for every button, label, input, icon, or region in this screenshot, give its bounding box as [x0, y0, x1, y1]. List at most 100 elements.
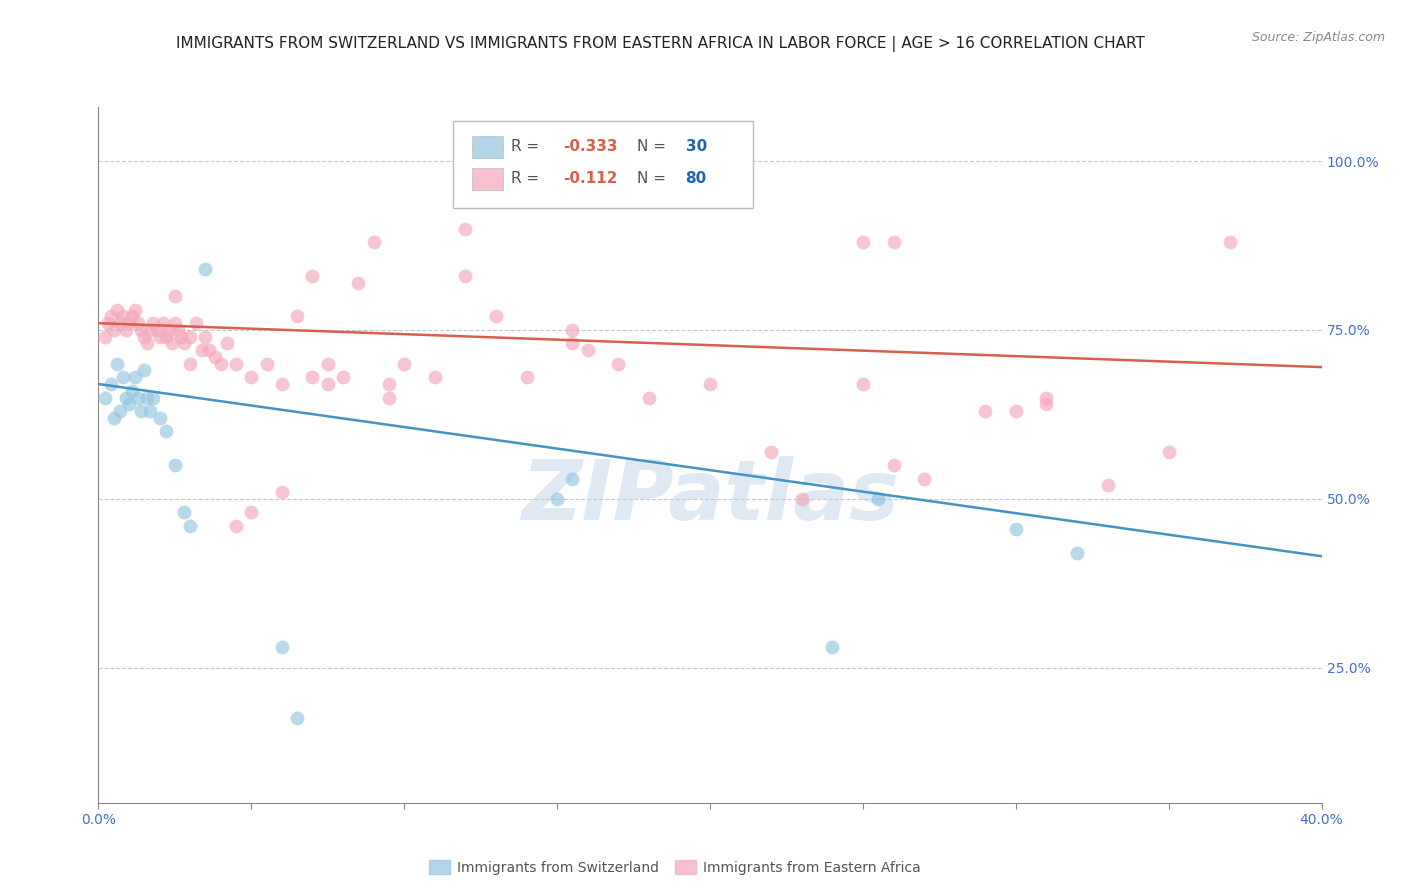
Text: R =: R =	[510, 171, 548, 186]
Text: 80: 80	[686, 171, 707, 186]
Point	[173, 505, 195, 519]
Point	[134, 329, 156, 343]
Point	[173, 336, 195, 351]
Point	[1004, 404, 1026, 418]
Point	[103, 323, 125, 337]
Point	[759, 444, 782, 458]
Point	[607, 357, 630, 371]
Point	[485, 310, 508, 324]
Point	[163, 458, 186, 472]
Point	[209, 357, 232, 371]
Point	[1035, 391, 1057, 405]
Point	[301, 370, 323, 384]
Point	[240, 505, 263, 519]
Point	[332, 370, 354, 384]
Point	[454, 268, 477, 283]
Point	[124, 370, 146, 384]
Point	[100, 310, 122, 324]
Point	[121, 310, 143, 324]
Text: N =: N =	[637, 171, 671, 186]
Point	[108, 316, 131, 330]
Point	[270, 640, 292, 655]
Point	[516, 370, 538, 384]
Text: ZIPatlas: ZIPatlas	[522, 456, 898, 537]
Point	[115, 323, 138, 337]
FancyBboxPatch shape	[471, 136, 503, 158]
Text: Source: ZipAtlas.com: Source: ZipAtlas.com	[1251, 31, 1385, 45]
Point	[127, 391, 149, 405]
Point	[111, 310, 134, 324]
Point	[108, 404, 131, 418]
Point	[152, 316, 174, 330]
Point	[225, 519, 247, 533]
Point	[139, 323, 162, 337]
Point	[105, 357, 128, 371]
Point	[163, 316, 186, 330]
Text: N =: N =	[637, 139, 671, 154]
Point	[1219, 235, 1241, 249]
Point	[285, 310, 308, 324]
Point	[155, 329, 177, 343]
Point	[347, 276, 370, 290]
Point	[378, 376, 401, 391]
Point	[363, 235, 385, 249]
Text: -0.333: -0.333	[564, 139, 617, 154]
Point	[378, 391, 401, 405]
Point	[155, 424, 177, 438]
Point	[160, 336, 183, 351]
Point	[301, 268, 323, 283]
Point	[179, 329, 201, 343]
FancyBboxPatch shape	[453, 121, 752, 208]
Point	[179, 357, 201, 371]
Point	[149, 329, 172, 343]
Point	[100, 376, 122, 391]
Point	[111, 370, 134, 384]
Point	[454, 221, 477, 235]
Point	[285, 711, 308, 725]
Point	[852, 376, 875, 391]
Point	[576, 343, 599, 358]
Point	[256, 357, 278, 371]
Point	[699, 376, 721, 391]
Point	[179, 519, 201, 533]
Point	[1035, 397, 1057, 411]
Point	[194, 329, 217, 343]
Point	[186, 316, 208, 330]
Point	[546, 491, 568, 506]
Point	[157, 323, 180, 337]
Text: -0.112: -0.112	[564, 171, 617, 186]
Point	[883, 458, 905, 472]
Point	[225, 357, 247, 371]
Point	[561, 336, 583, 351]
Point	[423, 370, 446, 384]
Text: 30: 30	[686, 139, 707, 154]
Point	[136, 391, 159, 405]
Point	[1157, 444, 1180, 458]
Point	[197, 343, 219, 358]
Point	[1004, 522, 1026, 536]
Point	[883, 235, 905, 249]
Point	[167, 323, 190, 337]
Point	[215, 336, 238, 351]
Point	[136, 336, 159, 351]
Point	[852, 235, 875, 249]
Point	[194, 262, 217, 277]
Point	[316, 357, 339, 371]
Point	[97, 316, 120, 330]
Legend: Immigrants from Switzerland, Immigrants from Eastern Africa: Immigrants from Switzerland, Immigrants …	[423, 855, 927, 880]
Point	[561, 472, 583, 486]
Point	[127, 316, 149, 330]
Point	[142, 316, 165, 330]
Point	[561, 323, 583, 337]
FancyBboxPatch shape	[471, 168, 503, 190]
Point	[392, 357, 416, 371]
Text: R =: R =	[510, 139, 544, 154]
Point	[316, 376, 339, 391]
Point	[121, 384, 143, 398]
Point	[204, 350, 226, 364]
Point	[637, 391, 661, 405]
Point	[145, 323, 167, 337]
Point	[139, 404, 162, 418]
Point	[93, 329, 115, 343]
Point	[115, 391, 138, 405]
